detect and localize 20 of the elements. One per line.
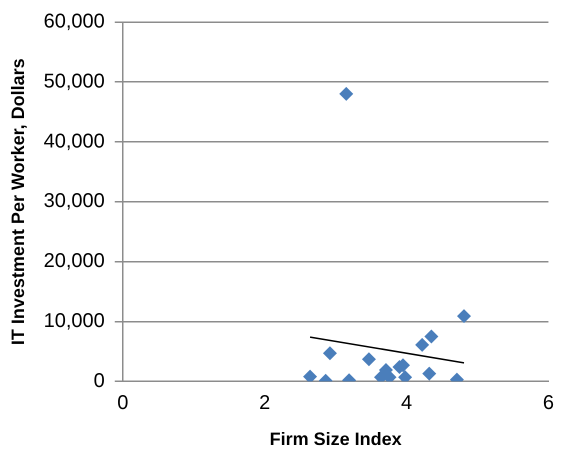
x-axis-title: Firm Size Index xyxy=(270,429,402,450)
y-axis-title: IT Investment Per Worker, Dollars xyxy=(8,58,28,346)
point xyxy=(415,338,430,352)
y-tick-label: 30,000 xyxy=(44,190,105,212)
x-tick-label: 2 xyxy=(259,392,270,414)
x-tick-label: 6 xyxy=(542,392,554,414)
x-tick-label: 0 xyxy=(117,392,128,414)
y-tick-label: 40,000 xyxy=(44,130,105,152)
point xyxy=(457,309,472,324)
x-tick-label: 4 xyxy=(400,392,412,414)
y-tick-label: 20,000 xyxy=(44,250,105,272)
point xyxy=(362,352,376,366)
point xyxy=(424,329,438,344)
y-tick-label: 10,000 xyxy=(44,310,105,332)
point xyxy=(339,86,354,101)
y-tick-label: 50,000 xyxy=(44,70,105,92)
y-tick-label: 60,000 xyxy=(44,10,105,33)
y-tick-label: 0 xyxy=(94,370,105,392)
point xyxy=(422,366,436,381)
point xyxy=(322,346,337,360)
